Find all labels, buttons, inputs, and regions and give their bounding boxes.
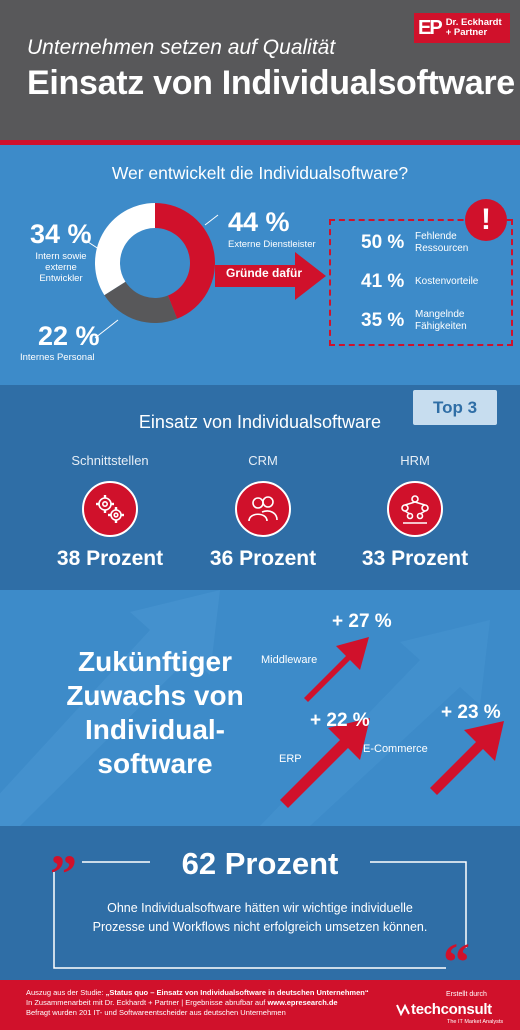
top3-item-label: CRM — [248, 453, 278, 468]
reasons-arrow-label: Gründe dafür — [226, 266, 303, 280]
erp-pct: + 22 % — [310, 710, 370, 731]
middleware-arrow — [304, 637, 369, 702]
top3-item-value: 33 Prozent — [361, 547, 469, 570]
quote-headline: 62 Prozent — [181, 846, 339, 881]
footer-line2-prefix: In Zusammenarbeit mit Dr. Eckhardt + Par… — [26, 998, 268, 1007]
quote-text: Ohne Individualsoftware hätten wir wicht… — [60, 899, 460, 937]
people-icon — [235, 481, 291, 537]
growth-text-line3: Individual- — [85, 714, 225, 745]
quote-close-mark: “ — [443, 932, 470, 992]
logo-firm: Dr. Eckhardt + Partner — [446, 18, 502, 38]
reason-item: 41 % Kostenvorteile — [361, 271, 478, 293]
who-develops-section: Wer entwickelt die Individualsoftware? 4… — [0, 145, 520, 385]
logo-line2: + Partner — [445, 27, 488, 38]
reason-pct: 41 % — [361, 271, 405, 292]
top3-item-label: Schnittstellen — [71, 453, 149, 468]
connector-internal — [94, 319, 119, 339]
top3-item-crm: CRM 36 Prozent — [188, 453, 338, 571]
footer: Auszug aus der Studie: „Status quo – Ein… — [0, 980, 520, 1030]
growth-text-line4: software — [97, 748, 213, 779]
mixed-label: Intern sowie externe Entwickler — [26, 251, 96, 284]
quote-frame — [53, 861, 467, 969]
top3-item-value: 38 Prozent — [56, 547, 164, 570]
techconsult-tagline: The IT Market Analysts — [447, 1019, 504, 1025]
growth-text: Zukünftiger Zuwachs von Individual- soft… — [60, 645, 250, 781]
techconsult-logo-icon — [396, 1003, 410, 1016]
header-divider — [0, 140, 520, 145]
gears-icon — [82, 481, 138, 537]
reason-item: 35 % Mangelnde Fähigkeiten — [361, 309, 467, 333]
mixed-pct: 34 % — [30, 219, 92, 249]
org-chart-icon — [387, 481, 443, 537]
growth-text-line1: Zukünftiger — [78, 646, 232, 677]
quote-open-mark: ” — [50, 844, 77, 904]
reason-text-line1: Mangelnde — [415, 309, 465, 320]
logo-mark: EP — [418, 16, 443, 39]
logo-line1: Dr. Eckhardt — [445, 17, 502, 28]
reason-text: Kostenvorteile — [415, 276, 479, 287]
top3-item-value: 36 Prozent — [209, 547, 317, 570]
growth-text-line2: Zuwachs von — [66, 680, 244, 711]
growth-section: Zukünftiger Zuwachs von Individual- soft… — [0, 590, 520, 826]
created-by-label: Erstellt durch — [446, 991, 487, 998]
header-subtitle: Unternehmen setzen auf Qualität — [27, 36, 336, 59]
ecommerce-arrow — [430, 721, 504, 795]
reasons-box: 50 % Fehlende Ressourcen 41 % Kostenvorte… — [329, 219, 513, 346]
donut-connectors — [84, 214, 326, 339]
external-pct: 44 % — [228, 207, 290, 237]
internal-pct: 22 % — [38, 321, 100, 351]
reason-text: Mangelnde Fähigkeiten — [415, 309, 467, 333]
top3-section: Top 3 Einsatz von Individualsoftware Sch… — [0, 385, 520, 590]
reason-text-line2: Ressourcen — [415, 243, 469, 254]
alert-icon: ! — [465, 199, 507, 241]
page-title: Einsatz von Individualsoftware — [27, 64, 515, 102]
mixed-label-line1: Intern sowie — [35, 251, 87, 262]
reason-text-line1: Fehlende — [415, 231, 457, 242]
reasons-arrow — [215, 252, 326, 300]
erp-arrow — [280, 718, 370, 808]
connector-external — [204, 214, 219, 226]
reason-item: 50 % Fehlende Ressourcen — [361, 231, 468, 255]
growth-arrows — [280, 637, 504, 808]
footer-credits: Auszug aus der Studie: „Status quo – Ein… — [26, 988, 369, 1018]
reason-pct: 50 % — [361, 232, 405, 253]
ecommerce-pct: + 23 % — [441, 702, 501, 723]
quote-section: ” “ 62 Prozent Ohne Individualsoftware h… — [0, 826, 520, 992]
developer-donut-chart — [95, 203, 215, 323]
quote-text-line2: Prozesse und Workflows nicht erfolgreich… — [92, 920, 428, 934]
footer-url-link[interactable]: www.epresearch.de — [267, 998, 338, 1007]
external-label: Externe Dienstleister — [228, 239, 316, 250]
ep-logo: EP Dr. Eckhardt + Partner — [414, 13, 510, 43]
reason-text-line2: Fähigkeiten — [415, 321, 467, 332]
mixed-label-line2: externe — [45, 262, 77, 273]
footer-study-title: „Status quo – Einsatz von Individualsoft… — [105, 988, 369, 997]
techconsult-logo: techconsult — [411, 1001, 492, 1018]
donut-slice-external — [155, 203, 215, 319]
reason-text: Fehlende Ressourcen — [415, 231, 468, 255]
donut-slice-internal — [104, 281, 178, 323]
internal-label: Internes Personal — [20, 352, 95, 363]
mixed-label-line3: Entwickler — [39, 273, 83, 284]
top3-item-schnittstellen: Schnittstellen 38 Prozent — [35, 453, 185, 571]
middleware-pct: + 27 % — [332, 611, 392, 632]
footer-line1-prefix: Auszug aus der Studie: — [26, 988, 106, 997]
top3-item-hrm: HRM 33 Prozent — [340, 453, 490, 571]
quote-text-line1: Ohne Individualsoftware hätten wir wicht… — [107, 901, 413, 915]
connector-mixed — [84, 239, 109, 256]
erp-label: ERP — [279, 753, 302, 765]
ecommerce-label: E-Commerce — [363, 743, 428, 755]
who-question: Wer entwickelt die Individualsoftware? — [111, 163, 409, 183]
reason-pct: 35 % — [361, 310, 405, 331]
header: EP Dr. Eckhardt + Partner Unternehmen se… — [0, 0, 520, 140]
top3-heading: Einsatz von Individualsoftware — [138, 412, 382, 432]
donut-slice-mixed — [95, 203, 155, 296]
footer-line3: Befragt wurden 201 IT- und Softwareentsc… — [26, 1008, 286, 1017]
middleware-label: Middleware — [261, 654, 318, 666]
top3-item-label: HRM — [400, 453, 430, 468]
top3-badge: Top 3 — [413, 390, 497, 425]
